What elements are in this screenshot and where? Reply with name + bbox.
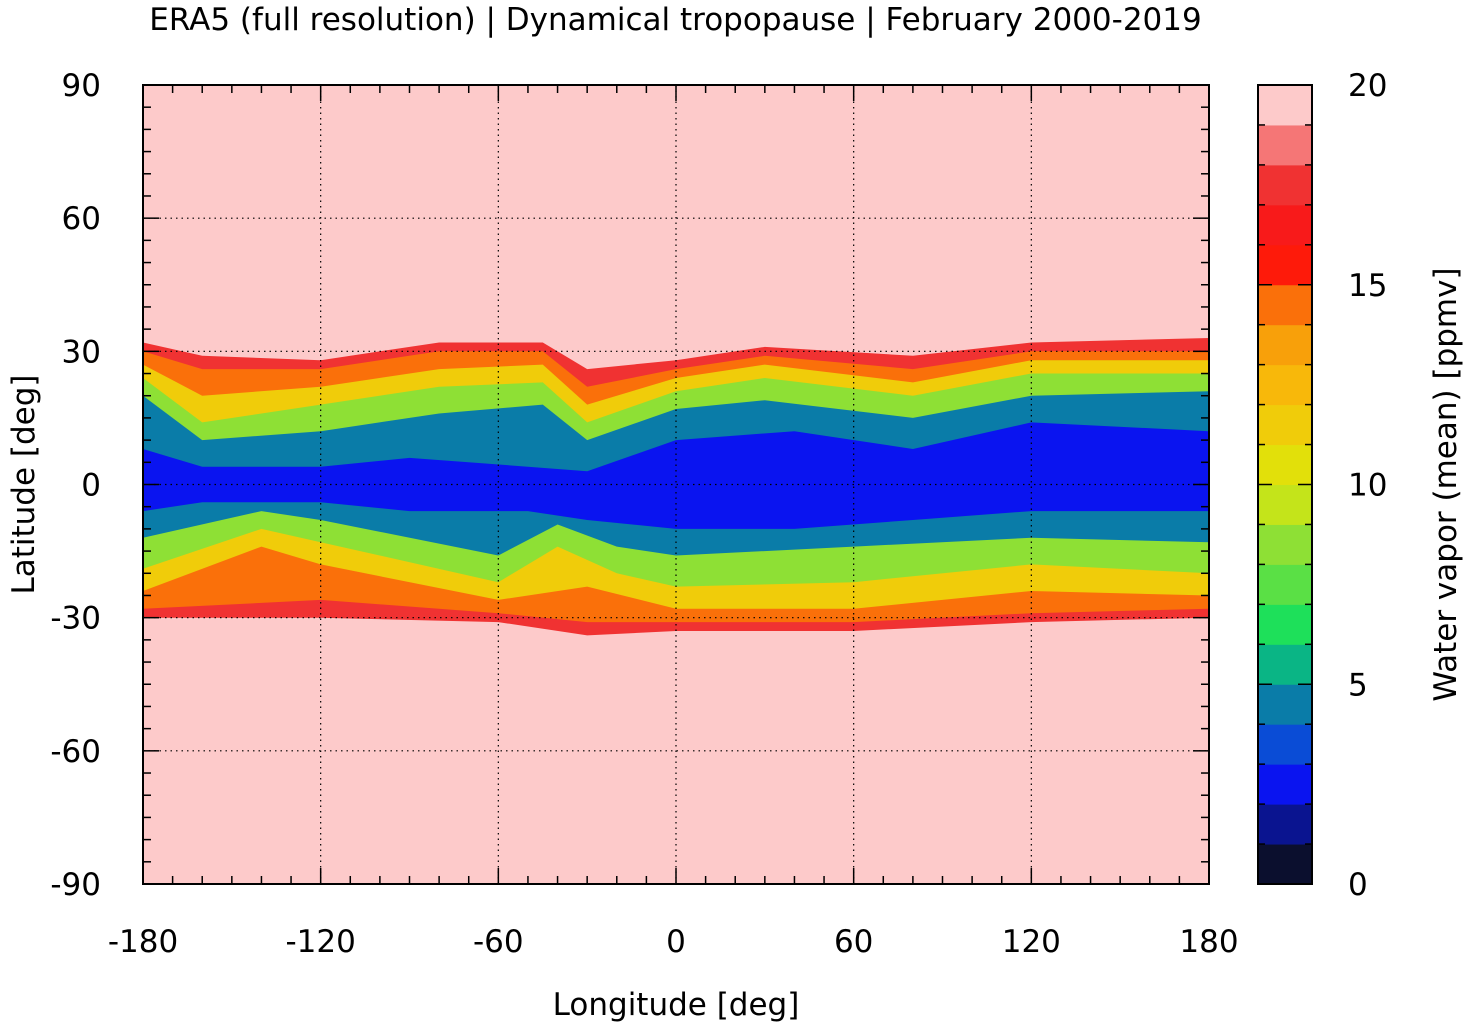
y-axis-label: Latitude [deg] xyxy=(6,374,42,594)
colorbar-swatch xyxy=(1258,724,1312,765)
x-tick-label: -60 xyxy=(473,924,524,960)
colorbar-label: Water vapor (mean) [ppmv] xyxy=(1428,267,1464,701)
colorbar-tick-label: 20 xyxy=(1348,68,1387,104)
colorbar-swatch xyxy=(1258,844,1312,885)
colorbar-swatch xyxy=(1258,85,1312,126)
y-tick-label: -30 xyxy=(50,601,101,637)
colorbar-swatch xyxy=(1258,284,1312,326)
colorbar-swatch xyxy=(1258,444,1312,485)
colorbar-swatch xyxy=(1258,404,1312,446)
plot-area xyxy=(143,85,1209,884)
x-axis-label: Longitude [deg] xyxy=(553,987,800,1023)
colorbar-swatch xyxy=(1258,564,1312,605)
x-tick-label: 0 xyxy=(666,924,686,960)
colorbar-tick-label: 15 xyxy=(1348,268,1387,304)
y-axis: 90 60 30 0 -30 -60 -90 xyxy=(50,68,1209,903)
y-tick-label: 60 xyxy=(62,201,101,237)
colorbar-swatch xyxy=(1258,244,1312,286)
x-tick-label: 180 xyxy=(1179,924,1238,960)
colorbar-tick-label: 10 xyxy=(1348,468,1387,504)
colorbar-swatch xyxy=(1258,604,1312,645)
y-tick-label: 30 xyxy=(62,334,101,370)
y-tick-label: -90 xyxy=(50,867,101,903)
colorbar-swatch xyxy=(1258,124,1312,166)
colorbar-swatch xyxy=(1258,364,1312,406)
colorbar-swatch xyxy=(1258,204,1312,246)
y-tick-label: 90 xyxy=(62,68,101,104)
y-tick-label: 0 xyxy=(81,468,101,504)
colorbar-tick-label: 5 xyxy=(1348,667,1368,703)
colorbar-axis: 0 5 10 15 20 xyxy=(1258,68,1387,903)
x-tick-label: -180 xyxy=(108,924,178,960)
colorbar-swatch xyxy=(1258,524,1312,565)
colorbar-swatch xyxy=(1258,644,1312,685)
x-tick-label: -120 xyxy=(285,924,355,960)
x-tick-label: 120 xyxy=(1002,924,1061,960)
colorbar-swatch xyxy=(1258,164,1312,206)
colorbar xyxy=(1257,84,1313,885)
chart-title: ERA5 (full resolution) | Dynamical tropo… xyxy=(149,2,1202,38)
colorbar-swatch xyxy=(1258,764,1312,805)
x-tick-label: 60 xyxy=(834,924,873,960)
colorbar-swatch xyxy=(1258,804,1312,845)
x-axis: -180 -120 -60 0 60 120 180 xyxy=(108,85,1239,960)
colorbar-swatch xyxy=(1258,484,1312,525)
colorbar-swatch xyxy=(1258,324,1312,366)
gridlines xyxy=(143,85,1209,884)
colorbar-tick-label: 0 xyxy=(1348,867,1368,903)
y-tick-label: -60 xyxy=(50,734,101,770)
colorbar-swatch xyxy=(1258,684,1312,725)
